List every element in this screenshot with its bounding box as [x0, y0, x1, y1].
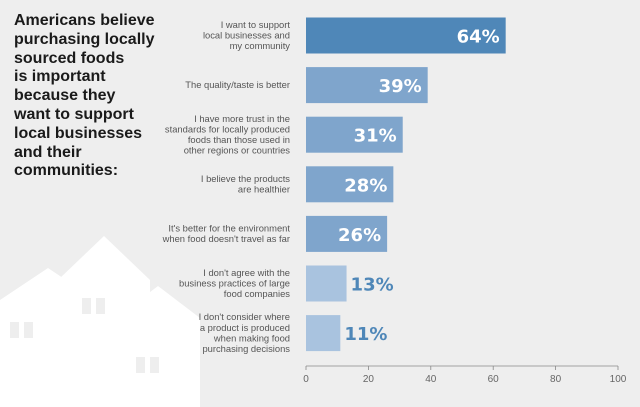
bar: [306, 215, 388, 252]
x-tick-label: 80: [550, 374, 562, 385]
bar: [306, 17, 506, 54]
category-label: It's better for the environment when food…: [162, 223, 291, 245]
x-tick-label: 100: [610, 374, 627, 385]
houses-illustration: [0, 236, 200, 407]
x-axis: 0 20 40 60 80 100: [303, 365, 627, 385]
house-window: [24, 322, 33, 338]
category-label: I believe the products are healthier: [201, 173, 290, 195]
bar-value-label: 11%: [344, 324, 387, 345]
bar: [306, 67, 428, 104]
x-tick-label: 40: [425, 374, 437, 385]
bar: [306, 166, 394, 203]
bar: [306, 315, 341, 352]
house-window: [96, 298, 105, 314]
x-tick-label: 0: [303, 374, 309, 385]
category-label: I have more trust in the standards for lo…: [165, 113, 290, 156]
house-window: [136, 357, 145, 373]
bar-value-label: 13%: [351, 275, 394, 296]
bar-value-label: 31%: [354, 126, 397, 147]
bar-value-label: 64%: [457, 27, 500, 48]
bar-value-label: 28%: [344, 175, 387, 196]
house-shape: [116, 286, 200, 407]
bar-value-label: 26%: [338, 225, 381, 246]
bars-group: 64% I want to support local businesses and…: [162, 17, 506, 354]
bar-value-label: 39%: [379, 76, 422, 97]
category-label: I don't consider where a product is produ…: [199, 311, 291, 354]
house-window: [82, 298, 91, 314]
chart-title: Americans believe purchasing locally sou…: [14, 12, 155, 180]
category-label: I don't agree with the business practices…: [179, 267, 290, 299]
x-tick-label: 60: [488, 374, 500, 385]
bar: [306, 265, 347, 302]
house-window: [150, 357, 159, 373]
house-window: [10, 322, 19, 338]
bar: [306, 116, 403, 153]
category-label: I want to support local businesses and my …: [203, 19, 290, 51]
x-tick-label: 20: [363, 374, 375, 385]
category-label: The quality/taste is better: [185, 79, 290, 90]
